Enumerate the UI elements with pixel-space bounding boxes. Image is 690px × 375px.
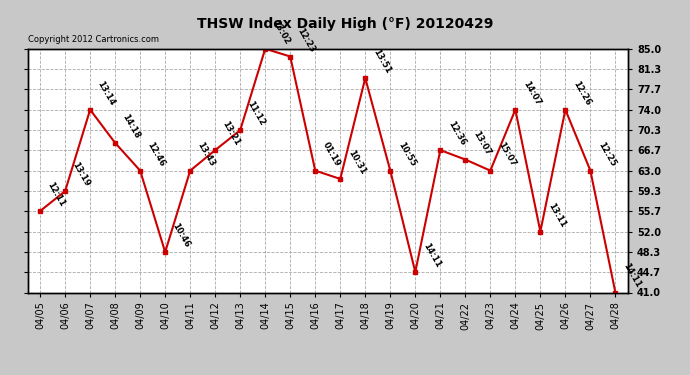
Text: 14:07: 14:07 [521,80,542,107]
Text: 14:11: 14:11 [421,242,442,269]
Text: 12:23: 12:23 [296,26,317,54]
Text: Copyright 2012 Cartronics.com: Copyright 2012 Cartronics.com [28,35,159,44]
Text: 10:46: 10:46 [170,222,192,249]
Text: 11:12: 11:12 [246,100,267,128]
Text: 13:11: 13:11 [546,201,567,229]
Text: 12:46: 12:46 [146,140,167,168]
Text: 13:51: 13:51 [371,48,392,75]
Text: 15:07: 15:07 [496,140,517,168]
Text: 12:11: 12:11 [46,180,67,208]
Text: 10:55: 10:55 [396,140,417,168]
Text: 12:36: 12:36 [446,120,467,147]
Text: 10:31: 10:31 [346,148,367,176]
Text: 13:02: 13:02 [270,18,292,46]
Text: 12:25: 12:25 [596,140,617,168]
Text: THSW Index Daily High (°F) 20120429: THSW Index Daily High (°F) 20120429 [197,17,493,32]
Text: 12:26: 12:26 [571,79,592,107]
Text: 13:21: 13:21 [221,120,242,147]
Text: 13:43: 13:43 [196,140,217,168]
Text: 13:14: 13:14 [96,79,117,107]
Text: 14:18: 14:18 [121,112,142,140]
Text: 13:19: 13:19 [70,161,92,188]
Text: 01:19: 01:19 [321,140,342,168]
Text: 14:11: 14:11 [621,262,642,290]
Text: 13:07: 13:07 [471,129,492,157]
